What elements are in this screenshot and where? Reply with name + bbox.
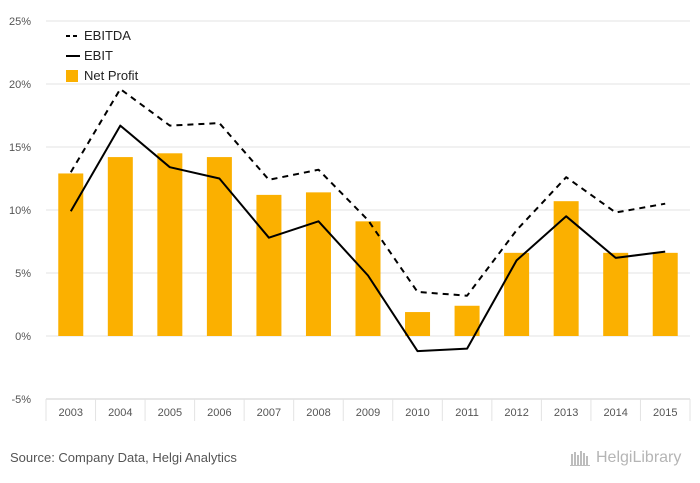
legend-label: Net Profit [84,68,139,83]
x-tick-label: 2012 [504,407,528,419]
legend-swatch-net-profit [66,70,78,82]
x-tick-label: 2005 [158,407,182,419]
legend: EBITDA EBIT Net Profit [66,28,139,83]
grid-lines [46,20,690,400]
x-axis: 2003 2004 2005 2006 2007 2008 2009 2010 2011 2012… [45,398,691,421]
net-profit-bar [107,157,133,336]
x-tick-label: 2006 [207,407,231,419]
legend-label: EBIT [84,48,113,63]
legend-label: EBITDA [84,28,131,43]
x-tick-label: 2007 [257,407,281,419]
x-tick-label: 2015 [653,407,677,419]
ebit-line [69,124,666,353]
y-axis-ticks: -5% 0% 5% 10% 15% 20% 25% [9,16,31,406]
net-profit-bars [58,153,678,336]
series-lines [69,88,666,353]
x-tick-label: 2008 [306,407,330,419]
x-tick-label: 2014 [603,407,627,419]
y-tick-label: 0% [15,331,31,343]
net-profit-bar [305,192,331,336]
y-tick-label: 5% [15,268,31,280]
net-profit-bar [603,252,629,336]
net-profit-bar [454,305,480,336]
ebitda-line [69,88,666,297]
net-profit-bar [256,194,282,336]
net-profit-bar [405,312,431,336]
net-profit-bar [504,252,530,336]
y-tick-label: 25% [9,16,31,28]
source-note: Source: Company Data, Helgi Analytics [10,450,237,465]
y-tick-label: 10% [9,205,31,217]
x-tick-label: 2011 [455,407,479,419]
y-tick-label: 20% [9,79,31,91]
x-tick-label: 2004 [108,407,132,419]
net-profit-bar [58,173,84,336]
x-tick-label: 2010 [405,407,429,419]
x-tick-label: 2013 [554,407,578,419]
net-profit-bar [355,221,381,336]
net-profit-bar [206,157,232,336]
net-profit-bar [553,201,579,336]
net-profit-bar [157,153,183,336]
y-tick-label: -5% [11,394,31,406]
helgilibrary-logo: HelgiLibrary [570,449,681,467]
y-tick-label: 15% [9,142,31,154]
library-icon [570,451,590,466]
logo-text: HelgiLibrary [596,449,682,466]
x-tick-label: 2003 [59,407,83,419]
net-profit-bar [652,252,678,336]
x-tick-label: 2009 [356,407,380,419]
